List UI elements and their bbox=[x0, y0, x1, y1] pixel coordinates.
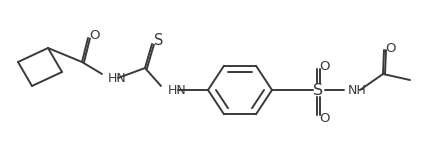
Text: HN: HN bbox=[108, 71, 127, 85]
Text: O: O bbox=[320, 112, 330, 124]
Text: S: S bbox=[313, 82, 323, 98]
Text: O: O bbox=[386, 42, 396, 55]
Text: NH: NH bbox=[348, 84, 367, 96]
Text: S: S bbox=[154, 33, 164, 47]
Text: HN: HN bbox=[168, 84, 187, 96]
Text: O: O bbox=[320, 60, 330, 72]
Text: O: O bbox=[90, 28, 100, 42]
